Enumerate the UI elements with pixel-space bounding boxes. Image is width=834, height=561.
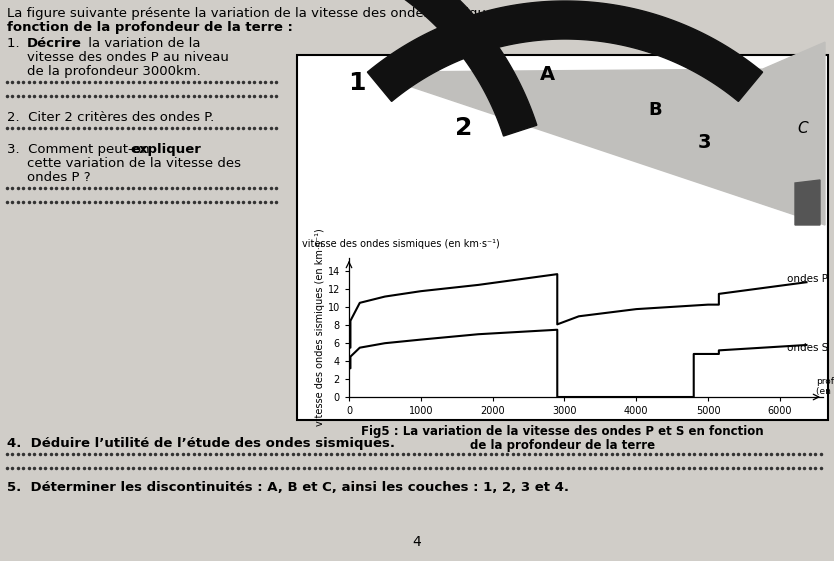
Text: 1.: 1. (7, 37, 28, 50)
Text: 3: 3 (698, 133, 711, 152)
Text: la variation de la: la variation de la (84, 37, 200, 50)
Text: ondes P ?: ondes P ? (27, 171, 91, 184)
Text: 3.  Comment peut-on: 3. Comment peut-on (7, 143, 154, 156)
Text: fonction de la profondeur de la terre :: fonction de la profondeur de la terre : (7, 21, 293, 34)
Bar (297, 55, 828, 420)
Text: 2: 2 (455, 116, 472, 140)
Text: profondeur
(en km): profondeur (en km) (816, 376, 834, 396)
Polygon shape (368, 1, 762, 102)
Polygon shape (795, 180, 820, 225)
Text: ondes P: ondes P (787, 274, 828, 284)
Text: 5.  Déterminer les discontinuités : A, B et C, ainsi les couches : 1, 2, 3 et 4.: 5. Déterminer les discontinuités : A, B … (7, 481, 569, 494)
Text: 1: 1 (348, 71, 365, 95)
Text: Décrire: Décrire (27, 37, 82, 50)
Text: vitesse des ondes sismiques (en km·s⁻¹): vitesse des ondes sismiques (en km·s⁻¹) (302, 239, 500, 249)
Text: 4.  Déduire l’utilité de l’étude des ondes sismiques.: 4. Déduire l’utilité de l’étude des onde… (7, 437, 395, 450)
Polygon shape (368, 42, 825, 225)
Text: A: A (540, 65, 555, 84)
Text: 4: 4 (413, 535, 421, 549)
Text: vitesse des ondes P au niveau: vitesse des ondes P au niveau (27, 51, 229, 64)
Text: C: C (797, 121, 807, 136)
Text: cette variation de la vitesse des: cette variation de la vitesse des (27, 157, 241, 170)
Text: B: B (648, 101, 661, 119)
Text: 2.  Citer 2 critères des ondes P.: 2. Citer 2 critères des ondes P. (7, 111, 214, 124)
Text: de la profondeur de la terre: de la profondeur de la terre (470, 439, 655, 452)
Text: de la profondeur 3000km.: de la profondeur 3000km. (27, 65, 201, 78)
Text: ondes S: ondes S (787, 343, 828, 353)
Y-axis label: vitesse des ondes sismiques (en km·s⁻¹): vitesse des ondes sismiques (en km·s⁻¹) (314, 229, 324, 426)
Text: La figure suivante présente la variation de la vitesse des ondes sismiques P et : La figure suivante présente la variation… (7, 7, 565, 20)
Polygon shape (193, 0, 537, 136)
Text: Fig5 : La variation de la vitesse des ondes P et S en fonction: Fig5 : La variation de la vitesse des on… (361, 425, 764, 438)
Text: expliquer: expliquer (130, 143, 201, 156)
